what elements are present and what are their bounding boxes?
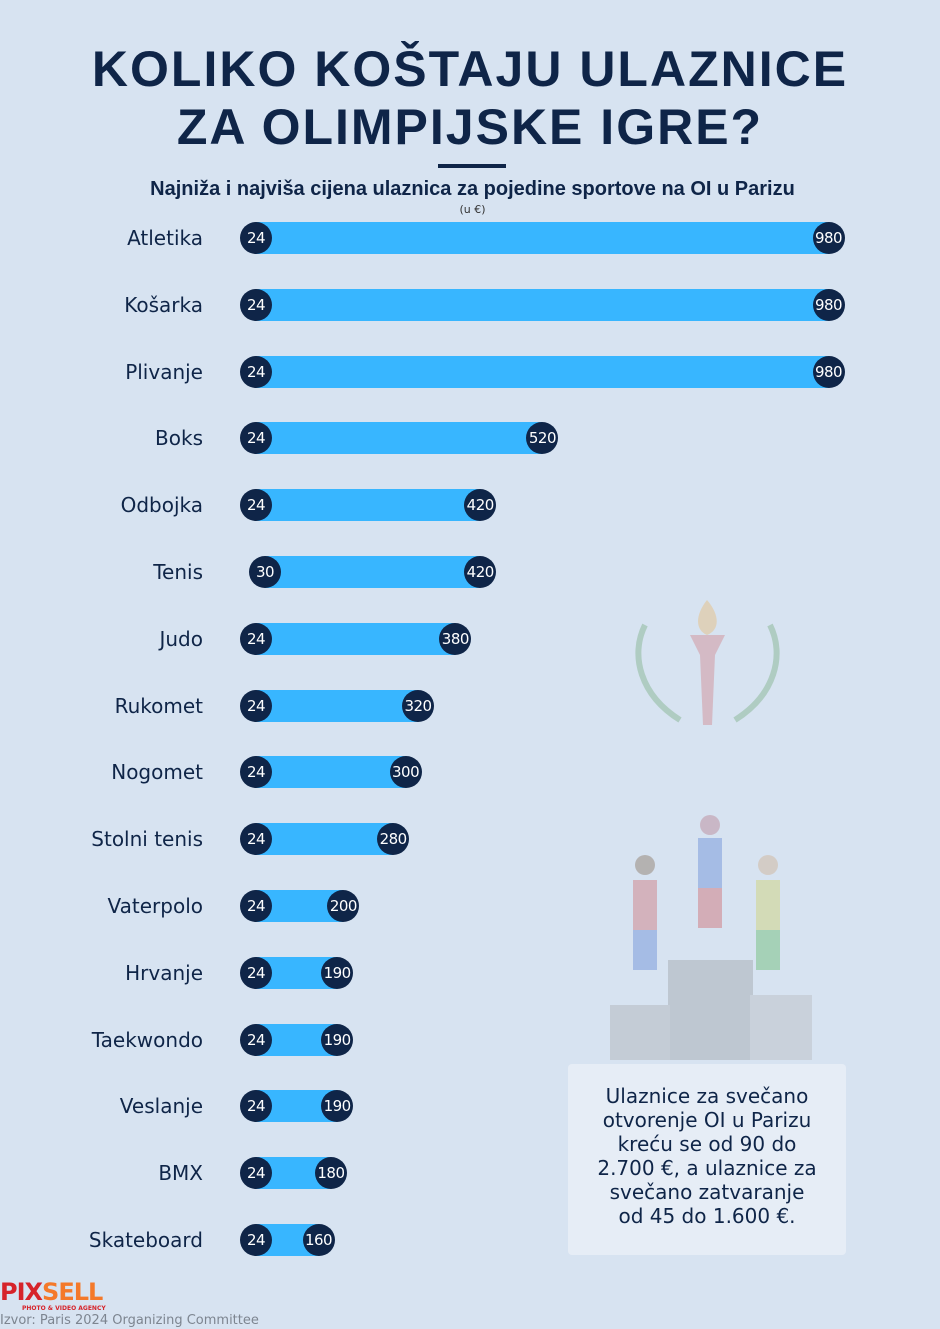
range-bar: [256, 288, 829, 321]
category-label: BMX: [158, 1161, 203, 1186]
chart-subtitle: Najniža i najviša cijena ulaznica za poj…: [150, 178, 795, 200]
max-price-marker: 190: [321, 1090, 354, 1123]
min-price-marker: 24: [240, 1090, 272, 1123]
source-note: Izvor: Paris 2024 Organizing Committee: [0, 1313, 259, 1328]
range-bar: [256, 422, 543, 455]
max-price-marker: 980: [812, 355, 845, 388]
category-label: Boks: [155, 426, 203, 451]
category-label: Plivanje: [125, 359, 203, 384]
max-price-marker: 420: [464, 489, 497, 522]
max-price-marker: 320: [402, 689, 435, 722]
min-price-marker: 24: [240, 890, 272, 922]
range-bar: [256, 222, 829, 254]
max-price-marker: 980: [812, 288, 845, 321]
range-bar: [265, 556, 481, 588]
min-price-marker: 24: [240, 956, 272, 989]
logo-part: SELL: [42, 1278, 103, 1306]
range-bar: [256, 622, 456, 655]
note-line: otvorenje OI u Parizu: [602, 1108, 812, 1132]
max-price-marker: 980: [812, 222, 845, 254]
max-price-marker: 280: [377, 823, 410, 856]
info-note: Ulaznice za svečano otvorenje OI u Parizu…: [568, 1064, 846, 1255]
min-price-marker: 24: [240, 689, 272, 722]
category-label: Hrvanje: [125, 960, 203, 985]
range-bar: [256, 823, 394, 856]
range-bar: [256, 489, 481, 522]
title-line: KOLIKO KOŠTAJU ULAZNICE: [91, 41, 849, 97]
max-price-marker: 160: [302, 1224, 335, 1256]
max-price-marker: 520: [526, 422, 559, 455]
category-label: Rukomet: [114, 693, 203, 718]
max-price-marker: 420: [464, 556, 497, 588]
category-label: Košarka: [124, 292, 203, 317]
category-label: Tenis: [153, 560, 203, 584]
pixsell-logo: PIXSELL: [0, 1278, 103, 1306]
min-price-marker: 24: [240, 355, 272, 388]
min-price-marker: 24: [240, 222, 272, 254]
note-line: 2.700 €, a ulaznice za: [597, 1156, 817, 1180]
max-price-marker: 180: [314, 1157, 347, 1190]
max-price-marker: 200: [327, 890, 360, 922]
min-price-marker: 24: [240, 422, 272, 455]
logo-part: PIX: [0, 1278, 43, 1306]
range-bar: [256, 689, 419, 722]
min-price-marker: 24: [240, 756, 272, 789]
max-price-marker: 190: [321, 1023, 354, 1056]
category-label: Odbojka: [120, 493, 203, 518]
torch-icon: [635, 600, 780, 725]
min-price-marker: 30: [249, 556, 281, 588]
category-label: Skateboard: [88, 1228, 203, 1252]
podium-illustration: [610, 815, 812, 1060]
divider: [438, 164, 506, 168]
category-label: Veslanje: [119, 1094, 203, 1119]
range-bar: [256, 756, 406, 789]
category-label: Judo: [159, 626, 203, 651]
category-label: Nogomet: [111, 760, 203, 785]
title-line: ZA OLIMPIJSKE IGRE?: [176, 99, 764, 155]
max-price-marker: 300: [389, 756, 422, 789]
min-price-marker: 24: [240, 1224, 272, 1256]
page-title: KOLIKO KOŠTAJU ULAZNICE ZA OLIMPIJSKE IGR…: [0, 40, 940, 156]
category-label: Atletika: [127, 226, 203, 250]
note-line: Ulaznice za svečano: [605, 1084, 809, 1108]
category-label: Taekwondo: [91, 1027, 203, 1052]
min-price-marker: 24: [240, 1157, 272, 1190]
logo-tagline: PHOTO & VIDEO AGENCY: [22, 1305, 106, 1312]
category-label: Vaterpolo: [107, 894, 203, 918]
range-bar: [256, 355, 829, 388]
note-line: kreću se od 90 do: [617, 1132, 797, 1156]
max-price-marker: 380: [439, 622, 472, 655]
min-price-marker: 24: [240, 288, 272, 321]
category-label: Stolni tenis: [91, 827, 203, 852]
min-price-marker: 24: [240, 1023, 272, 1056]
unit-label: (u €): [459, 203, 486, 216]
note-line: svečano zatvaranje: [609, 1180, 805, 1204]
min-price-marker: 24: [240, 489, 272, 522]
note-line: od 45 do 1.600 €.: [618, 1204, 796, 1228]
max-price-marker: 190: [321, 956, 354, 989]
min-price-marker: 24: [240, 622, 272, 655]
min-price-marker: 24: [240, 823, 272, 856]
